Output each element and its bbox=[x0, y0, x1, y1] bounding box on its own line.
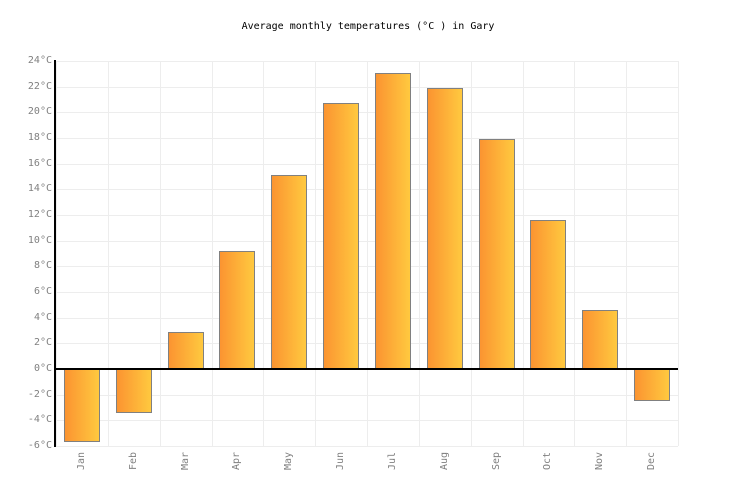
chart-title: Average monthly temperatures (°C ) in Ga… bbox=[241, 21, 495, 32]
y-axis-tick-label: 14°C bbox=[27, 183, 52, 195]
bar-feb bbox=[115, 369, 152, 413]
x-axis-label: Apr bbox=[231, 451, 243, 470]
y-axis-tick-label: 12°C bbox=[27, 209, 52, 220]
y-axis-tick-label: 18°C bbox=[27, 132, 52, 143]
v-gridline bbox=[626, 61, 628, 446]
h-gridline bbox=[56, 446, 678, 447]
zero-baseline bbox=[54, 368, 678, 370]
h-gridline bbox=[56, 343, 678, 345]
v-gridline bbox=[56, 61, 57, 446]
y-axis-tick-label: 20°C bbox=[27, 106, 52, 118]
v-gridline bbox=[107, 61, 109, 446]
y-axis-tick-label: -2°C bbox=[27, 388, 52, 400]
y-axis-tick-label: 8°C bbox=[33, 260, 52, 272]
y-axis-tick-label: 2°C bbox=[33, 337, 52, 349]
y-axis-tick-label: 16°C bbox=[27, 157, 52, 169]
v-gridline bbox=[678, 61, 679, 446]
h-gridline bbox=[56, 240, 678, 242]
h-gridline bbox=[56, 292, 678, 293]
v-gridline bbox=[211, 61, 213, 446]
h-gridline bbox=[56, 163, 678, 165]
bar-jul bbox=[374, 72, 411, 369]
x-axis-label: Oct bbox=[542, 451, 554, 470]
v-gridline bbox=[522, 61, 524, 446]
h-gridline bbox=[56, 266, 678, 268]
v-gridline bbox=[159, 61, 161, 446]
bar-mar bbox=[167, 331, 204, 369]
v-gridline bbox=[367, 61, 368, 446]
x-axis-label: Jul bbox=[386, 451, 398, 470]
h-gridline bbox=[56, 317, 678, 319]
h-gridline bbox=[56, 215, 678, 216]
bar-may bbox=[271, 175, 308, 369]
v-gridline bbox=[263, 61, 265, 446]
bar-apr bbox=[219, 250, 256, 369]
x-axis-label: Jun bbox=[335, 451, 347, 470]
h-gridline bbox=[56, 61, 678, 62]
bar-dec bbox=[634, 369, 671, 402]
x-axis-label: Nov bbox=[594, 451, 606, 470]
v-gridline bbox=[315, 61, 317, 446]
x-axis-label: Jan bbox=[75, 451, 87, 470]
v-gridline bbox=[470, 61, 472, 446]
bar-jun bbox=[323, 103, 360, 369]
bar-aug bbox=[426, 87, 463, 369]
x-axis-label: Sep bbox=[490, 451, 502, 470]
bar-sep bbox=[478, 139, 515, 369]
y-axis-tick-label: 4°C bbox=[33, 311, 52, 323]
x-axis-label: Feb bbox=[127, 451, 139, 470]
y-axis-tick-label: 24°C bbox=[27, 55, 52, 66]
bar-jan bbox=[63, 369, 100, 443]
h-gridline bbox=[56, 394, 678, 396]
x-axis-label: Aug bbox=[438, 451, 450, 470]
y-axis-tick-label: 6°C bbox=[33, 286, 52, 297]
h-gridline bbox=[56, 112, 678, 114]
v-gridline bbox=[574, 61, 576, 446]
h-gridline bbox=[56, 138, 678, 139]
x-axis-label: Mar bbox=[179, 451, 191, 470]
y-axis-tick-label: 10°C bbox=[27, 234, 52, 246]
y-axis-tick-label: 22°C bbox=[27, 80, 52, 92]
h-gridline bbox=[56, 420, 678, 422]
h-gridline bbox=[56, 189, 678, 191]
h-gridline bbox=[56, 86, 678, 88]
y-axis-tick-label: 0°C bbox=[33, 363, 52, 374]
x-axis-label: Dec bbox=[646, 451, 658, 470]
y-axis-tick-label: -4°C bbox=[27, 414, 52, 426]
bar-oct bbox=[530, 220, 567, 369]
y-axis-line bbox=[54, 60, 56, 447]
bar-nov bbox=[582, 309, 619, 369]
v-gridline bbox=[418, 61, 420, 446]
x-axis-label: May bbox=[283, 451, 295, 470]
y-axis-tick-label: -6°C bbox=[27, 440, 52, 451]
